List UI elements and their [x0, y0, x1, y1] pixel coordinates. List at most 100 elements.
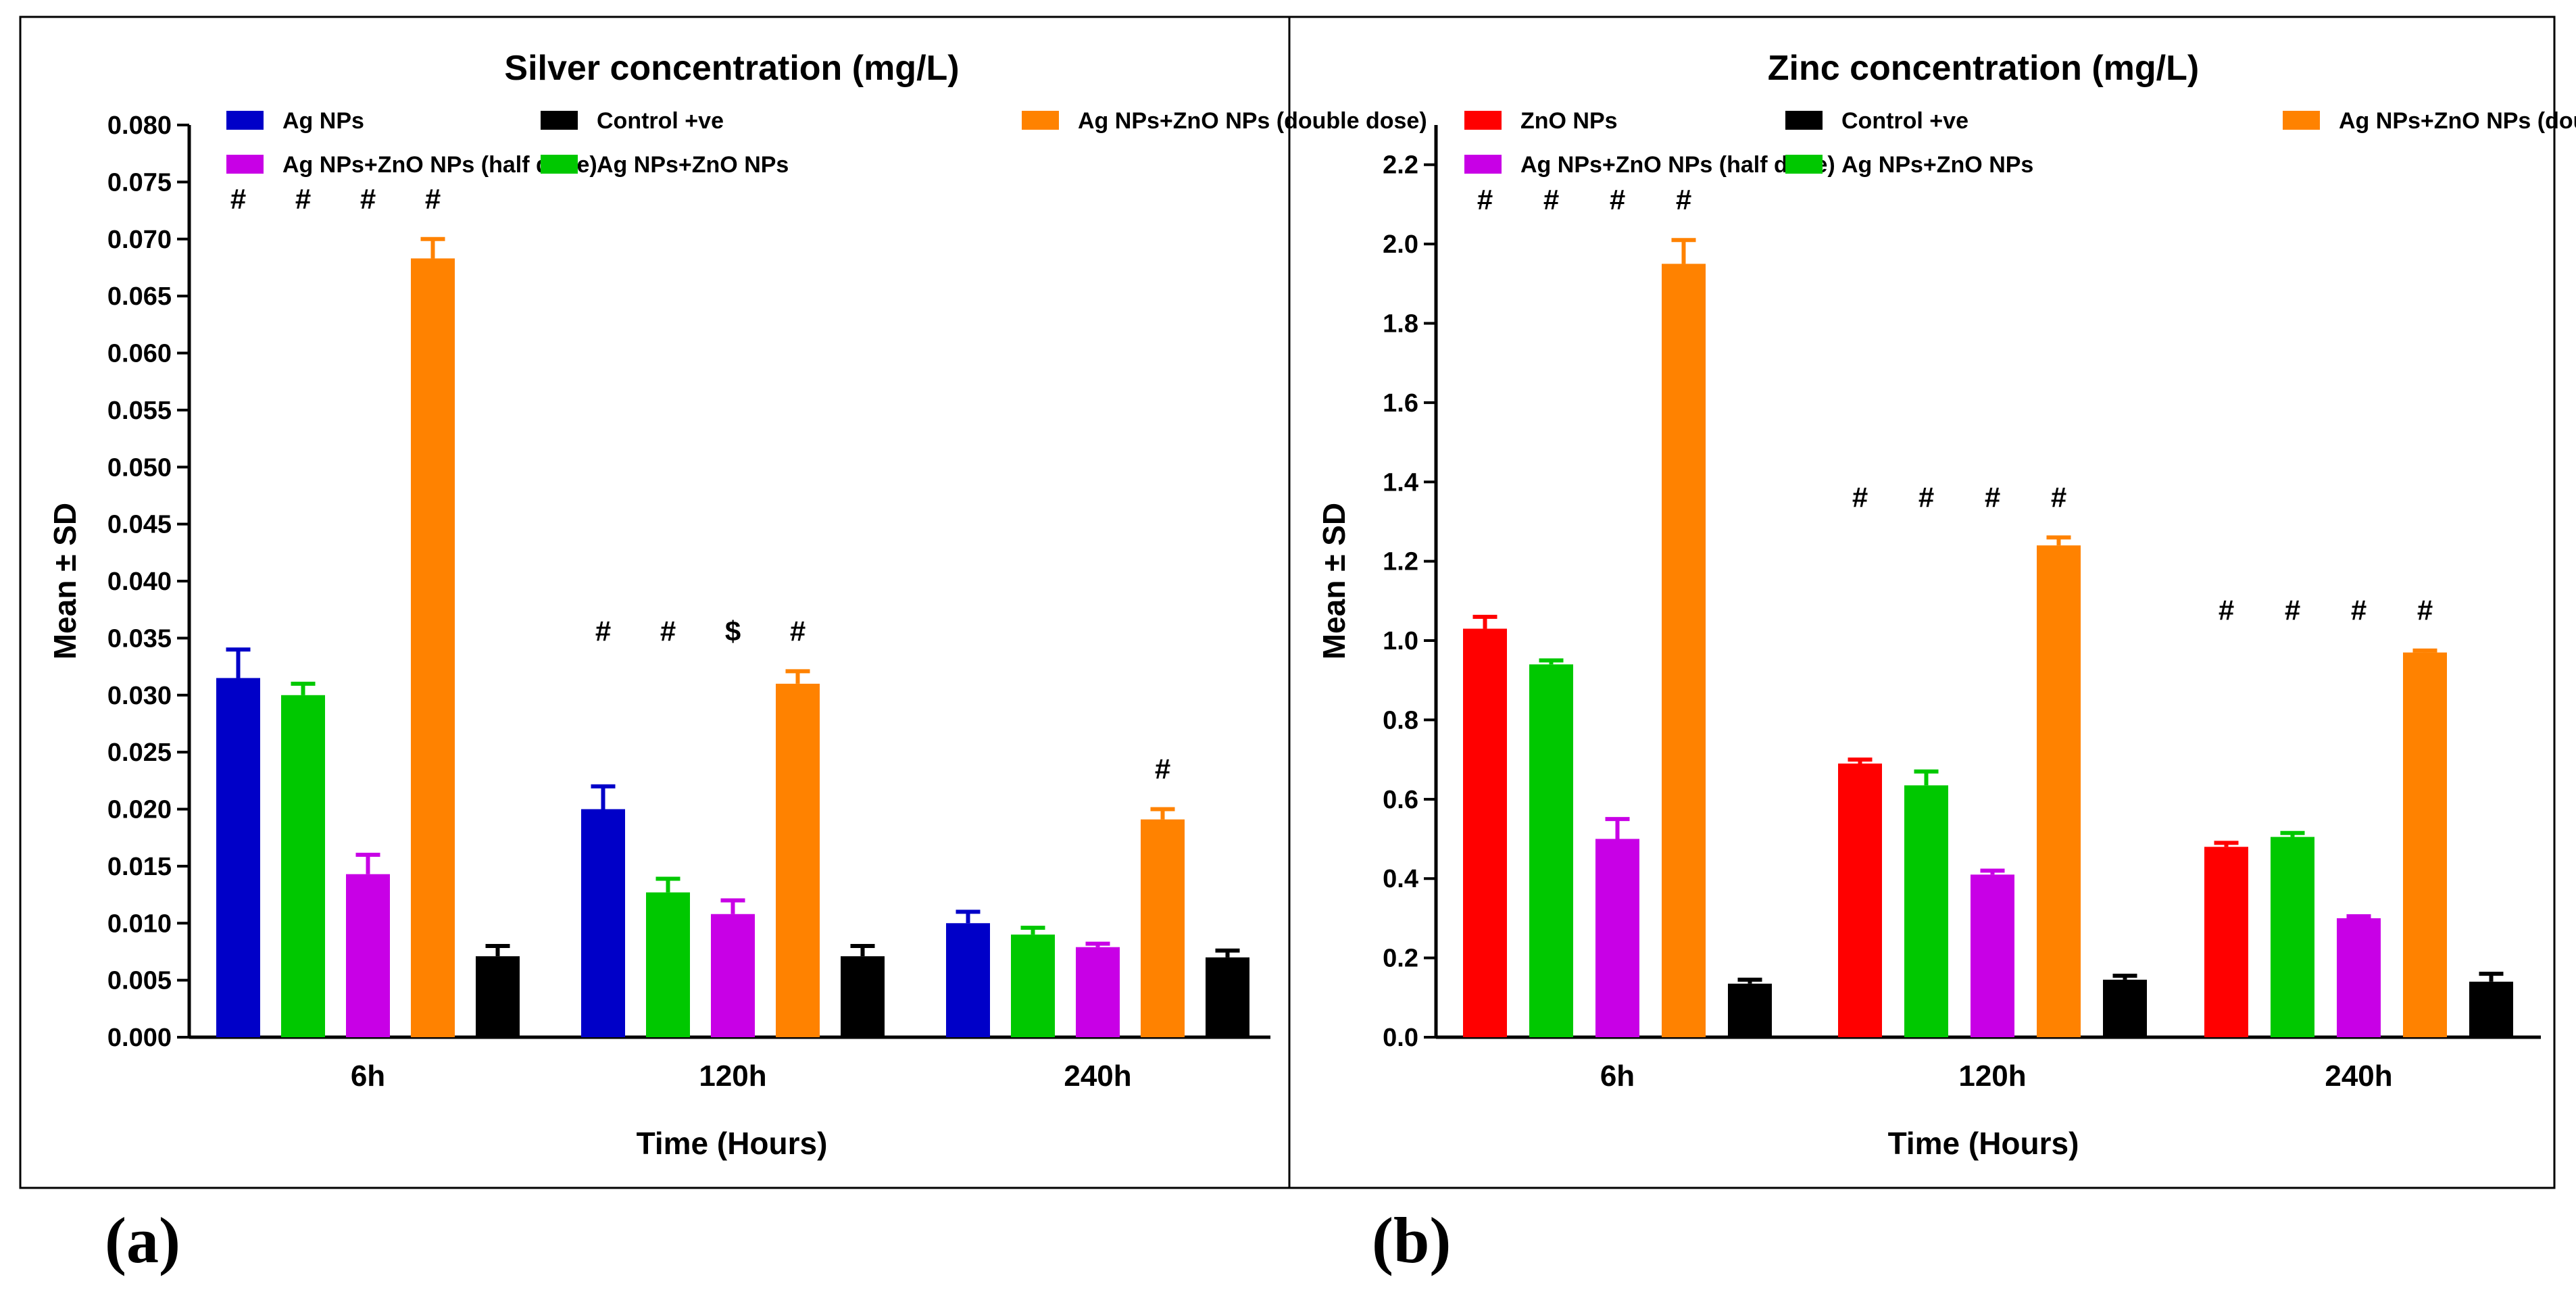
- bar: [1728, 983, 1772, 1037]
- legend-label: Ag NPs+ZnO NPs (double dose): [2339, 108, 2576, 134]
- y-tick-label: 0.065: [107, 282, 172, 311]
- y-tick-label: 1.8: [1383, 309, 1418, 338]
- y-tick-label: 0.060: [107, 340, 172, 368]
- bar: [1904, 785, 1948, 1037]
- legend-label: ZnO NPs: [1520, 108, 1618, 134]
- significance-marker: #: [1155, 753, 1170, 785]
- y-tick-label: 0.050: [107, 453, 172, 482]
- x-tick-label: 240h: [1064, 1060, 1131, 1093]
- y-tick-label: 1.6: [1383, 389, 1418, 418]
- significance-marker: #: [1985, 481, 2000, 513]
- legend-swatch: [1464, 155, 1502, 174]
- legend-label: Ag NPs+ZnO NPs: [1841, 152, 2033, 178]
- y-tick-label: 2.0: [1383, 230, 1418, 259]
- bar: [1662, 264, 1706, 1037]
- legend-label: Ag NPs: [282, 108, 364, 134]
- bar: [1206, 957, 1249, 1037]
- bar: [711, 914, 755, 1037]
- bar: [2403, 652, 2447, 1037]
- significance-marker: #: [295, 183, 311, 215]
- legend-swatch: [226, 155, 264, 174]
- legend-label: Ag NPs+ZnO NPs: [597, 152, 789, 178]
- y-tick-label: 0.040: [107, 568, 172, 596]
- y-tick-label: 0.045: [107, 511, 172, 539]
- bar: [1011, 934, 1055, 1037]
- legend-label: Control +ve: [597, 108, 724, 134]
- bar: [1595, 839, 1639, 1037]
- x-tick-label: 6h: [351, 1060, 385, 1093]
- bar: [1076, 947, 1120, 1037]
- chart-title: Zinc concentration (mg/L): [1768, 49, 2199, 88]
- outer-frame: [19, 16, 2556, 1189]
- bar: [216, 678, 260, 1037]
- x-tick-label: 120h: [1958, 1060, 2026, 1093]
- y-tick-label: 1.4: [1383, 468, 1418, 497]
- significance-marker: #: [1676, 184, 1691, 216]
- bar: [2103, 979, 2147, 1037]
- significance-marker: #: [1852, 481, 1868, 513]
- y-tick-label: 0.8: [1383, 706, 1418, 734]
- x-tick-label: 240h: [2325, 1060, 2392, 1093]
- y-tick-label: 0.010: [107, 909, 172, 938]
- y-tick-label: 2.2: [1383, 151, 1418, 180]
- bar: [1141, 819, 1185, 1037]
- bar: [2469, 981, 2513, 1037]
- panel-label-a: (a): [105, 1204, 180, 1276]
- x-tick-label: 120h: [699, 1060, 766, 1093]
- bar: [2037, 545, 2081, 1037]
- significance-marker: #: [230, 183, 246, 215]
- x-tick-label: 6h: [1600, 1060, 1635, 1093]
- bar: [411, 258, 455, 1037]
- y-tick-label: 1.2: [1383, 548, 1418, 576]
- significance-marker: #: [425, 183, 441, 215]
- bar: [2204, 847, 2248, 1037]
- legend-swatch: [541, 155, 578, 174]
- significance-marker: #: [360, 183, 376, 215]
- bar: [1463, 628, 1507, 1037]
- y-tick-label: 0.4: [1383, 865, 1418, 893]
- significance-marker: #: [2219, 595, 2234, 626]
- bar: [1971, 874, 2014, 1037]
- bar: [281, 695, 325, 1037]
- y-axis-title: Mean ± SD: [1316, 503, 1352, 659]
- legend-swatch: [1785, 111, 1823, 130]
- y-tick-label: 0.025: [107, 739, 172, 767]
- silver-chart: Silver concentration (mg/L) 0.000 0.005 0.0…: [47, 49, 1427, 1161]
- y-axis-title: Mean ± SD: [47, 503, 82, 659]
- bar: [2271, 837, 2314, 1037]
- y-tick-label: 0.075: [107, 168, 172, 197]
- significance-marker: $: [725, 615, 741, 647]
- significance-marker: #: [1477, 184, 1493, 216]
- significance-marker: #: [660, 615, 676, 647]
- significance-marker: #: [2051, 481, 2066, 513]
- bar: [946, 923, 990, 1037]
- zinc-chart: Zinc concentration (mg/L) 0.0 0.2 0.4 0.6 0.8…: [1316, 49, 2576, 1161]
- y-tick-label: 0.0: [1383, 1024, 1418, 1052]
- y-tick-label: 0.6: [1383, 786, 1418, 814]
- significance-marker: #: [1543, 184, 1559, 216]
- significance-marker: #: [595, 615, 611, 647]
- bar: [776, 683, 820, 1037]
- x-axis-title: Time (Hours): [637, 1126, 828, 1161]
- bar: [476, 956, 520, 1037]
- bar: [841, 956, 885, 1037]
- legend-label: Control +ve: [1841, 108, 1968, 134]
- y-tick-label: 0.2: [1383, 945, 1418, 973]
- y-tick-label: 0.035: [107, 624, 172, 653]
- significance-marker: #: [2285, 595, 2300, 626]
- panel-label-b: (b): [1372, 1204, 1452, 1276]
- bar: [581, 809, 625, 1037]
- significance-marker: #: [1610, 184, 1625, 216]
- y-tick-label: 0.055: [107, 397, 172, 425]
- y-tick-label: 0.030: [107, 682, 172, 710]
- legend-swatch: [2283, 111, 2320, 130]
- bar: [346, 874, 390, 1037]
- significance-marker: #: [2351, 595, 2367, 626]
- legend-swatch: [1785, 155, 1823, 174]
- y-tick-label: 1.0: [1383, 627, 1418, 655]
- y-tick-label: 0.005: [107, 967, 172, 995]
- legend-label: Ag NPs+ZnO NPs (double dose): [1078, 108, 1427, 134]
- legend-swatch: [541, 111, 578, 130]
- significance-marker: #: [1918, 481, 1934, 513]
